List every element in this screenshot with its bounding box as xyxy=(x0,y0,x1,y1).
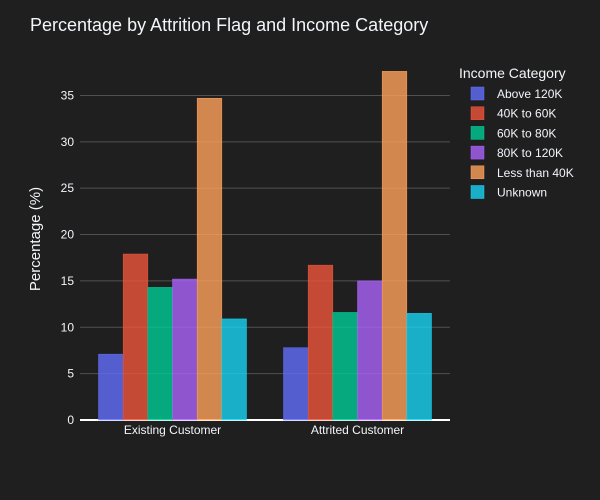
y-axis-ticks: 0 5 10 15 20 25 30 35 xyxy=(61,88,75,427)
legend-label: 60K to 80K xyxy=(497,126,556,140)
bar[interactable] xyxy=(147,287,173,421)
bar[interactable] xyxy=(221,318,247,421)
legend-item[interactable]: 60K to 80K xyxy=(470,126,556,140)
legend-item[interactable]: 40K to 60K xyxy=(470,106,556,121)
bars xyxy=(98,71,432,421)
y-tick-label: 30 xyxy=(61,135,75,149)
x-tick-label: Existing Customer xyxy=(124,423,221,437)
x-tick-label: Attrited Customer xyxy=(311,423,404,437)
legend-swatch xyxy=(470,165,485,180)
y-tick-label: 5 xyxy=(67,367,74,381)
legend-swatch xyxy=(470,185,485,199)
x-axis-ticks: Existing Customer Attrited Customer xyxy=(124,423,404,437)
legend-label: Unknown xyxy=(497,186,547,200)
legend-item[interactable]: Less than 40K xyxy=(470,165,574,180)
y-axis-label: Percentage (%) xyxy=(27,187,44,291)
legend-swatch xyxy=(470,86,485,101)
chart-title: Percentage by Attrition Flag and Income … xyxy=(30,15,428,35)
y-tick-label: 0 xyxy=(67,413,74,427)
y-tick-label: 15 xyxy=(61,274,75,288)
legend-swatch xyxy=(470,126,485,140)
bar[interactable] xyxy=(332,312,358,421)
y-tick-label: 20 xyxy=(61,228,75,242)
bar[interactable] xyxy=(283,347,309,421)
bar[interactable] xyxy=(406,313,432,421)
bar[interactable] xyxy=(122,253,149,421)
legend-swatch xyxy=(470,106,485,120)
y-tick-label: 10 xyxy=(61,320,75,334)
y-tick-label: 35 xyxy=(61,88,75,102)
legend-item[interactable]: 80K to 120K xyxy=(470,145,563,160)
legend-title: Income Category xyxy=(459,65,566,81)
legend-swatch xyxy=(470,145,485,160)
legend-item[interactable]: Above 120K xyxy=(470,86,562,101)
bar[interactable] xyxy=(172,278,198,421)
bar[interactable] xyxy=(381,71,408,421)
legend[interactable]: Above 120K 40K to 60K 60K to 80K 80K to 120… xyxy=(470,86,574,200)
bar[interactable] xyxy=(357,280,383,421)
bar[interactable] xyxy=(196,97,223,421)
bar[interactable] xyxy=(98,353,124,421)
bar[interactable] xyxy=(307,264,334,421)
legend-label: 40K to 60K xyxy=(497,107,556,121)
y-tick-label: 25 xyxy=(61,181,75,195)
legend-item[interactable]: Unknown xyxy=(470,185,547,200)
legend-label: 80K to 120K xyxy=(497,146,563,160)
legend-label: Above 120K xyxy=(497,87,562,101)
legend-label: Less than 40K xyxy=(497,166,574,180)
